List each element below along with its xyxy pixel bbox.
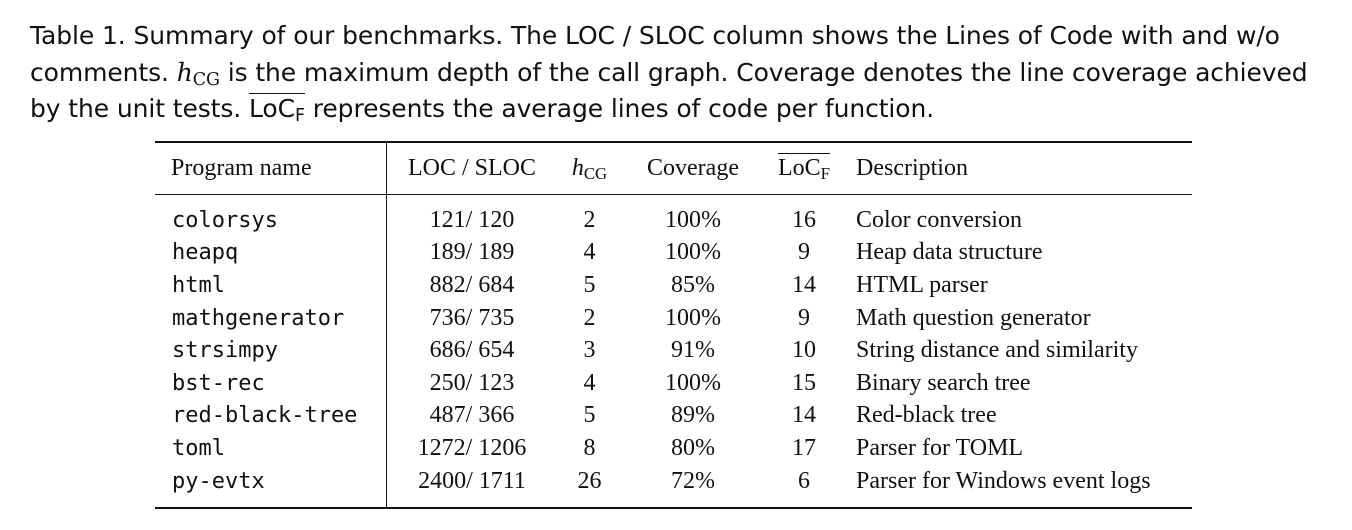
caption-locf-symbol: LoCF [249, 93, 305, 126]
cell-coverage: 100% [665, 206, 721, 233]
table-caption: Table 1. Summary of our benchmarks. The … [30, 18, 1330, 128]
cell-loc-sloc: 686/ 654 [386, 334, 557, 367]
cell-locf: 9 [798, 239, 810, 266]
cell-loc-sloc: 736/ 735 [386, 301, 557, 335]
cell-locf: 16 [792, 206, 816, 233]
cell-program-name: heapq [172, 240, 239, 266]
cell-program-name: mathgenerator [172, 305, 345, 331]
cell-loc-sloc: 487/ 366 [386, 399, 557, 433]
header-program-name: Program name [171, 155, 312, 181]
table-row: mathgenerator 736/ 735 2 100% 9 Math question… [155, 301, 1192, 335]
cell-description: Red-black tree [856, 402, 997, 429]
table-row: heapq 189/ 189 4 100% 9 Heap data structure [155, 236, 1192, 270]
cell-program-name: toml [172, 435, 225, 461]
cell-program-name: html [172, 272, 225, 298]
cell-description: String distance and similarity [856, 337, 1138, 364]
cell-h-cg: 8 [583, 434, 596, 461]
cell-program-name: colorsys [172, 207, 278, 233]
cell-description: Parser for TOML [856, 434, 1024, 461]
cell-locf: 9 [798, 304, 810, 331]
cell-coverage: 72% [671, 467, 715, 494]
table-row: strsimpy 686/ 654 3 91% 10 String distance an… [155, 334, 1192, 367]
header-h-cg: hCG [571, 155, 608, 183]
cell-description: Color conversion [856, 206, 1022, 233]
header-locf: LoCF [777, 153, 830, 183]
cell-coverage: 100% [665, 239, 721, 266]
cell-description: Math question generator [856, 304, 1091, 331]
cell-loc-sloc: 882/ 684 [386, 269, 557, 302]
cell-h-cg: 5 [583, 402, 596, 429]
cell-locf: 14 [792, 271, 816, 298]
cell-coverage: 85% [671, 271, 715, 298]
cell-loc-sloc: 2400/ 1711 [386, 464, 557, 509]
cell-loc-sloc: 1272/ 1206 [386, 432, 557, 465]
caption-text-1: Table 1. Summary of our benchmarks. The … [30, 21, 1280, 87]
cell-h-cg: 4 [583, 239, 596, 266]
cell-h-cg: 5 [583, 271, 596, 298]
cell-h-cg: 3 [583, 337, 596, 364]
cell-program-name: strsimpy [172, 338, 278, 364]
table-header-row: Program name LOC / SLOC hCG Coverage LoC… [155, 142, 1192, 195]
benchmark-table-container: Program name LOC / SLOC hCG Coverage LoC… [155, 141, 1192, 509]
table-row: red-black-tree 487/ 366 5 89% 14 Red-black tr… [155, 399, 1192, 433]
table-row: bst-rec 250/ 123 4 100% 15 Binary search tree [155, 366, 1192, 400]
table-row: toml 1272/ 1206 8 80% 17 Parser for TOML [155, 432, 1192, 465]
cell-coverage: 80% [671, 434, 715, 461]
cell-description: Heap data structure [856, 239, 1043, 266]
cell-loc-sloc: 121/ 120 [386, 194, 557, 237]
cell-coverage: 91% [671, 337, 715, 364]
cell-loc-sloc: 250/ 123 [386, 366, 557, 400]
cell-h-cg: 26 [577, 467, 602, 494]
table-row: py-evtx 2400/ 1711 26 72% 6 Parser for Window… [155, 464, 1192, 509]
cell-description: HTML parser [856, 271, 988, 298]
table-row: html 882/ 684 5 85% 14 HTML parser [155, 269, 1192, 302]
cell-description: Parser for Windows event logs [856, 467, 1151, 494]
header-coverage: Coverage [647, 155, 739, 181]
header-loc-sloc: LOC / SLOC [386, 142, 557, 195]
table-body: colorsys 121/ 120 2 100% 16 Color conversion h… [155, 194, 1192, 509]
cell-h-cg: 2 [583, 304, 596, 331]
table-row: colorsys 121/ 120 2 100% 16 Color conversion [155, 194, 1192, 237]
cell-program-name: bst-rec [172, 370, 265, 396]
cell-locf: 15 [792, 369, 816, 396]
cell-coverage: 100% [665, 304, 721, 331]
cell-loc-sloc: 189/ 189 [386, 236, 557, 270]
cell-locf: 17 [792, 434, 816, 461]
cell-coverage: 100% [665, 369, 721, 396]
caption-text-3: represents the average lines of code per… [304, 94, 935, 123]
cell-h-cg: 4 [583, 369, 596, 396]
cell-coverage: 89% [671, 402, 715, 429]
caption-h-cg-symbol: hCG [176, 57, 220, 90]
cell-program-name: red-black-tree [172, 403, 358, 429]
cell-program-name: py-evtx [172, 468, 265, 494]
cell-locf: 14 [792, 402, 816, 429]
benchmark-table: Program name LOC / SLOC hCG Coverage LoC… [155, 141, 1192, 509]
cell-h-cg: 2 [583, 206, 596, 233]
cell-locf: 6 [798, 467, 810, 494]
caption-text-2: is the maximum depth of the call graph. … [30, 57, 1308, 124]
cell-locf: 10 [792, 337, 816, 364]
cell-description: Binary search tree [856, 369, 1031, 396]
header-description: Description [856, 155, 968, 181]
